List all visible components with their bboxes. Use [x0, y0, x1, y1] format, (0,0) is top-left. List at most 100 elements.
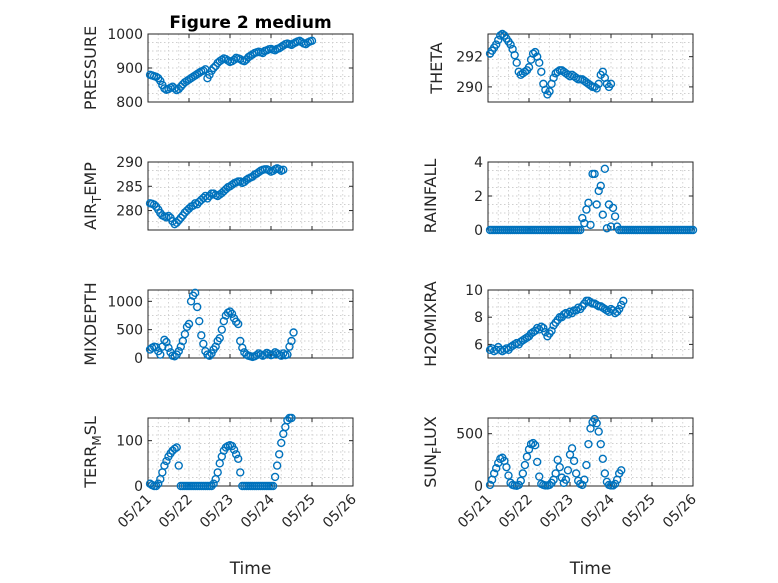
- data-point: [205, 191, 214, 201]
- data-point: [236, 54, 245, 64]
- data-point: [225, 307, 235, 316]
- y-axis-label-suffix: EMP: [81, 162, 100, 196]
- data-point: [530, 47, 540, 57]
- data-point: [498, 29, 507, 39]
- data-point: [537, 67, 546, 76]
- series-terrmsl: [145, 413, 296, 491]
- data-point: [592, 200, 601, 209]
- data-point: [533, 323, 542, 333]
- data-point: [174, 347, 183, 356]
- data-point: [213, 468, 222, 477]
- data-point: [516, 476, 525, 485]
- y-axis-label-main: AIR: [81, 203, 100, 230]
- data-point: [569, 456, 579, 466]
- series-theta: [485, 29, 616, 99]
- data-point: [598, 210, 607, 219]
- data-point: [272, 461, 282, 470]
- data-point: [528, 438, 538, 448]
- data-point: [164, 343, 173, 352]
- data-point: [151, 343, 161, 352]
- data-point: [174, 84, 183, 94]
- y-tick-label: 285: [116, 179, 143, 195]
- data-point: [270, 472, 280, 482]
- data-point: [260, 350, 270, 359]
- data-point: [561, 475, 571, 484]
- data-point: [231, 317, 241, 326]
- data-point: [504, 471, 513, 480]
- data-point: [553, 67, 562, 76]
- data-point: [592, 84, 601, 93]
- data-point: [584, 198, 593, 208]
- data-point: [600, 164, 610, 174]
- y-axis-label-subscript: T: [90, 195, 104, 204]
- data-point: [545, 87, 554, 96]
- axes-frame-airtemp: [147, 161, 354, 231]
- data-point: [688, 225, 698, 235]
- data-point: [492, 40, 501, 49]
- y-axis-label-main: THETA: [427, 42, 446, 94]
- data-point: [596, 439, 605, 449]
- subplot-mixdepth: 0 500 1000 MIXDEPTH: [81, 282, 354, 367]
- y-tick-label: 8: [474, 310, 483, 326]
- data-point: [229, 55, 239, 65]
- data-point: [492, 464, 501, 473]
- axes-frame-sunflux: [487, 417, 694, 487]
- data-point: [268, 481, 278, 491]
- data-point: [535, 58, 544, 67]
- data-point: [608, 203, 618, 213]
- data-point: [610, 479, 620, 489]
- data-point: [608, 481, 618, 490]
- y-axis-label-main: PRESSURE: [81, 26, 100, 110]
- y-tick-label: 290: [116, 155, 143, 171]
- data-point: [506, 40, 515, 49]
- data-point: [205, 70, 214, 80]
- data-point: [151, 481, 161, 491]
- y-axis-label-main: SUN: [421, 454, 440, 488]
- data-point: [149, 200, 159, 209]
- data-point: [545, 480, 554, 490]
- data-point: [217, 325, 227, 334]
- y-tick-label: 0: [134, 351, 143, 367]
- data-point: [279, 349, 288, 358]
- y-tick-label: 500: [456, 427, 483, 443]
- y-axis-label-terrmsl: TERRMSL: [81, 416, 104, 489]
- data-point: [489, 469, 499, 478]
- y-tick-label: 100: [116, 434, 143, 450]
- data-point: [510, 50, 519, 60]
- data-point: [537, 322, 546, 331]
- data-point: [231, 450, 241, 459]
- subplot-h2omixra: 6 8 10 H2OMIXRA: [421, 281, 694, 367]
- data-point: [172, 218, 181, 227]
- y-axis-label-mixdepth: MIXDEPTH: [81, 282, 100, 365]
- data-point: [520, 67, 530, 76]
- data-point: [541, 85, 550, 95]
- data-point: [176, 213, 186, 223]
- data-point: [485, 345, 495, 355]
- data-point: [268, 350, 278, 359]
- subplot-airtemp: 280 285 290 AIRTEMP: [81, 155, 354, 231]
- data-point: [176, 82, 186, 91]
- data-point: [522, 452, 532, 461]
- data-point: [594, 186, 603, 196]
- y-axis-label-h2omixra: H2OMIXRA: [421, 281, 440, 367]
- data-point: [217, 55, 227, 65]
- y-tick-label: 1000: [107, 27, 143, 43]
- data-point: [287, 413, 296, 423]
- data-point: [520, 460, 530, 470]
- data-point: [209, 479, 218, 488]
- y-tick-label: 2: [474, 189, 483, 205]
- data-point: [190, 288, 200, 298]
- data-point: [518, 469, 528, 478]
- data-point: [277, 438, 286, 448]
- x-axis-label: Time: [569, 559, 612, 579]
- data-point: [485, 480, 495, 490]
- data-point: [514, 480, 523, 490]
- grid-pressure: [147, 33, 354, 103]
- data-point: [195, 316, 204, 326]
- data-point: [535, 472, 544, 481]
- y-axis-label-pressure: PRESSURE: [81, 26, 100, 110]
- data-point: [279, 165, 288, 174]
- data-point: [277, 351, 286, 360]
- data-point: [580, 475, 589, 484]
- data-point: [561, 308, 571, 318]
